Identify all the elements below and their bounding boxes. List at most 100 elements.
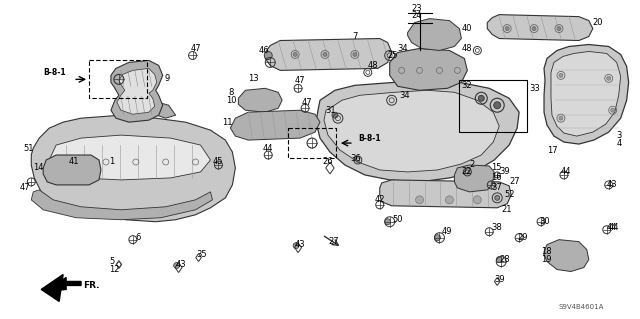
Polygon shape: [117, 68, 157, 114]
Text: 43: 43: [295, 240, 306, 249]
Circle shape: [445, 196, 453, 204]
Bar: [89, 60, 147, 98]
Text: 34: 34: [399, 91, 410, 100]
Circle shape: [323, 52, 327, 56]
Polygon shape: [551, 51, 621, 136]
Text: 12: 12: [109, 265, 120, 274]
Text: 9: 9: [164, 74, 170, 83]
Text: 25: 25: [388, 51, 398, 60]
Circle shape: [332, 112, 338, 118]
Circle shape: [607, 76, 611, 80]
Text: 16: 16: [492, 174, 502, 182]
Text: 32: 32: [461, 81, 472, 90]
Text: 50: 50: [393, 215, 403, 224]
Text: 27: 27: [509, 177, 520, 186]
Text: 44: 44: [262, 144, 273, 152]
Text: 33: 33: [529, 84, 540, 93]
Text: 34: 34: [397, 44, 408, 53]
Circle shape: [264, 51, 272, 59]
Text: 39: 39: [494, 275, 505, 284]
Text: 44: 44: [609, 223, 620, 232]
Text: 42: 42: [375, 195, 385, 204]
Polygon shape: [390, 48, 467, 90]
Polygon shape: [111, 60, 163, 122]
Circle shape: [385, 219, 390, 225]
Circle shape: [557, 26, 561, 31]
Polygon shape: [44, 155, 101, 185]
Text: 47: 47: [295, 76, 306, 85]
Text: 27: 27: [328, 237, 339, 246]
Text: 52: 52: [504, 190, 515, 199]
Text: 3: 3: [617, 130, 622, 140]
Circle shape: [493, 102, 500, 109]
Polygon shape: [408, 19, 461, 50]
Text: 22: 22: [461, 167, 472, 176]
Text: 41: 41: [69, 158, 79, 167]
Text: 51: 51: [23, 144, 34, 152]
Text: 29: 29: [517, 233, 527, 242]
Circle shape: [478, 95, 484, 101]
Polygon shape: [238, 88, 282, 112]
Text: B-8-1: B-8-1: [358, 134, 380, 143]
Polygon shape: [324, 90, 499, 172]
Text: 39: 39: [499, 167, 510, 176]
Text: 35: 35: [196, 250, 207, 259]
Text: 47: 47: [302, 98, 313, 107]
Text: 31: 31: [325, 106, 335, 115]
Text: 8: 8: [228, 88, 234, 97]
Polygon shape: [544, 240, 589, 271]
Text: 44: 44: [561, 167, 572, 176]
Circle shape: [474, 196, 481, 204]
Text: 14: 14: [33, 163, 44, 173]
Circle shape: [496, 256, 502, 263]
Polygon shape: [454, 165, 494, 192]
Bar: [460, 80, 527, 132]
Polygon shape: [487, 15, 593, 41]
Text: 5: 5: [109, 257, 114, 266]
Polygon shape: [31, 190, 212, 220]
Text: 6: 6: [136, 233, 141, 242]
Text: 1: 1: [109, 158, 114, 167]
Text: 20: 20: [593, 18, 604, 27]
Text: 38: 38: [492, 223, 502, 232]
Text: B-8-1: B-8-1: [44, 68, 66, 77]
Circle shape: [611, 108, 614, 112]
Polygon shape: [121, 100, 175, 118]
Text: 2: 2: [469, 160, 475, 169]
Text: 19: 19: [541, 255, 552, 264]
Circle shape: [353, 52, 357, 56]
Circle shape: [559, 73, 563, 78]
Circle shape: [435, 235, 440, 241]
Text: 37: 37: [492, 183, 502, 192]
Text: 48: 48: [461, 44, 472, 53]
Circle shape: [293, 52, 297, 56]
Text: 49: 49: [442, 227, 452, 236]
Text: 17: 17: [547, 145, 557, 154]
Text: 40: 40: [461, 24, 472, 33]
Text: 11: 11: [223, 118, 233, 127]
Text: 13: 13: [248, 74, 259, 83]
Polygon shape: [380, 180, 511, 208]
Text: 43: 43: [175, 260, 186, 269]
Text: 47: 47: [19, 183, 30, 192]
Polygon shape: [41, 274, 63, 301]
Text: 30: 30: [539, 217, 550, 226]
Text: 45: 45: [212, 158, 223, 167]
Polygon shape: [230, 110, 320, 140]
Text: 47: 47: [191, 44, 201, 53]
Polygon shape: [49, 135, 211, 180]
Circle shape: [532, 26, 536, 31]
Text: 10: 10: [227, 96, 237, 105]
Text: S9V4B4601A: S9V4B4601A: [559, 304, 604, 310]
Text: FR.: FR.: [83, 281, 100, 290]
Polygon shape: [31, 115, 236, 222]
Text: 48: 48: [368, 61, 378, 70]
Polygon shape: [46, 278, 81, 292]
Circle shape: [173, 263, 180, 269]
Circle shape: [495, 195, 500, 200]
Circle shape: [415, 196, 424, 204]
Polygon shape: [265, 39, 392, 70]
Circle shape: [505, 26, 509, 31]
Text: 43: 43: [607, 180, 618, 189]
Text: 15: 15: [492, 163, 502, 173]
